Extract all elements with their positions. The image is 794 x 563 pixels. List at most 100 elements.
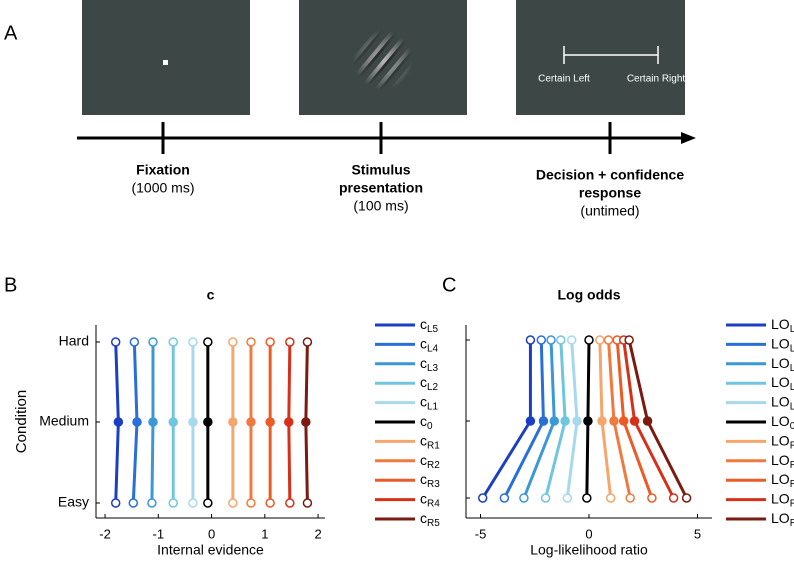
data-point xyxy=(605,493,616,503)
data-point xyxy=(546,335,556,345)
legend-name: LO xyxy=(771,316,790,332)
legend-sub: 0 xyxy=(790,421,794,432)
data-point xyxy=(499,493,510,503)
legend-name: LO xyxy=(771,432,790,448)
x-tick-label: 0 xyxy=(585,526,592,541)
data-point xyxy=(228,337,238,347)
x-tick-label: -5 xyxy=(475,526,487,541)
x-tick-label: 2 xyxy=(314,526,321,541)
data-point xyxy=(597,416,607,426)
legend-sub: L1 xyxy=(427,401,439,412)
x-tick-label: 1 xyxy=(261,526,268,541)
data-point xyxy=(168,417,178,427)
legend-name: c xyxy=(420,452,427,468)
legend-name: c xyxy=(420,510,427,526)
chart-title: Log odds xyxy=(558,287,621,303)
legend-name: LO xyxy=(771,335,790,351)
event-label: (untimed) xyxy=(580,203,639,219)
data-point xyxy=(540,493,551,503)
screen-label: Certain Right xyxy=(627,74,686,85)
data-point xyxy=(246,337,256,347)
data-point xyxy=(203,337,213,347)
data-point xyxy=(560,416,570,426)
legend-label: c0 xyxy=(420,413,433,432)
legend-name: LO xyxy=(771,452,790,468)
legend-sub: L2 xyxy=(427,382,439,393)
data-point xyxy=(595,335,605,345)
legend-sub: R3 xyxy=(790,479,794,490)
legend-name: LO xyxy=(771,471,790,487)
data-point xyxy=(302,498,313,508)
data-point xyxy=(302,337,313,347)
legend-name: c xyxy=(420,393,427,409)
event-label: Stimulus xyxy=(351,162,410,178)
legend-label: cL4 xyxy=(420,335,439,354)
data-point xyxy=(203,417,213,427)
timeline-ticks xyxy=(161,122,612,154)
data-point xyxy=(128,498,139,508)
data-point xyxy=(129,337,140,347)
data-point xyxy=(132,417,142,427)
event-label: (100 ms) xyxy=(353,198,408,214)
legend-sub: L3 xyxy=(790,362,794,373)
data-point xyxy=(603,335,614,345)
legend-label: LOR2 xyxy=(771,452,794,471)
data-point xyxy=(188,417,198,427)
fixation-dot xyxy=(163,60,168,65)
legend-sub: R2 xyxy=(790,459,794,470)
panel-label: B xyxy=(4,274,17,296)
legend-sub: L3 xyxy=(427,362,439,373)
data-point xyxy=(168,337,178,347)
data-point xyxy=(562,493,573,503)
timeline-arrow xyxy=(681,132,696,144)
legend-name: LO xyxy=(771,413,790,429)
data-point xyxy=(681,493,692,503)
legend-sub: R4 xyxy=(790,498,794,509)
data-point xyxy=(584,335,594,345)
legend-sub: R1 xyxy=(427,440,440,451)
data-point xyxy=(549,416,560,426)
legend-sub: L5 xyxy=(790,324,794,335)
data-point xyxy=(477,493,488,503)
legend-label: cR1 xyxy=(420,432,440,451)
data-point xyxy=(246,417,256,427)
event-label: Fixation xyxy=(136,162,190,178)
series-line xyxy=(503,339,545,499)
data-point xyxy=(148,417,158,427)
data-point xyxy=(668,493,679,503)
y-tick-label: Easy xyxy=(58,494,89,510)
data-point xyxy=(168,498,178,508)
data-point xyxy=(265,417,275,427)
screen-label: Certain Left xyxy=(538,74,590,85)
y-tick-label: Medium xyxy=(39,413,89,429)
legend-name: LO xyxy=(771,490,790,506)
chart-title: c xyxy=(207,287,215,303)
y-tick-label: Hard xyxy=(59,333,89,349)
data-point xyxy=(246,498,256,508)
legend-sub: L4 xyxy=(790,343,794,354)
data-point xyxy=(110,337,121,347)
legend-label: LOR5 xyxy=(771,510,794,529)
data-point xyxy=(188,337,198,347)
legend-sub: R5 xyxy=(790,518,794,529)
legend-name: c xyxy=(420,413,427,429)
data-point xyxy=(582,493,592,503)
x-axis-label: Internal evidence xyxy=(157,542,264,558)
x-tick-label: 5 xyxy=(694,526,701,541)
data-point xyxy=(265,498,275,508)
legend-label: cL2 xyxy=(420,374,439,393)
legend-label: cR5 xyxy=(420,510,440,529)
legend-label: cR3 xyxy=(420,471,440,490)
legend-sub: R5 xyxy=(427,518,440,529)
stimulus-screen xyxy=(299,0,467,115)
data-point xyxy=(556,335,566,345)
data-point xyxy=(566,335,577,345)
legend-label: cL5 xyxy=(420,316,439,335)
data-point xyxy=(148,337,158,347)
data-point xyxy=(624,335,634,345)
data-point xyxy=(618,416,629,426)
data-point xyxy=(519,493,529,503)
data-point xyxy=(583,416,593,426)
data-point xyxy=(284,417,294,427)
